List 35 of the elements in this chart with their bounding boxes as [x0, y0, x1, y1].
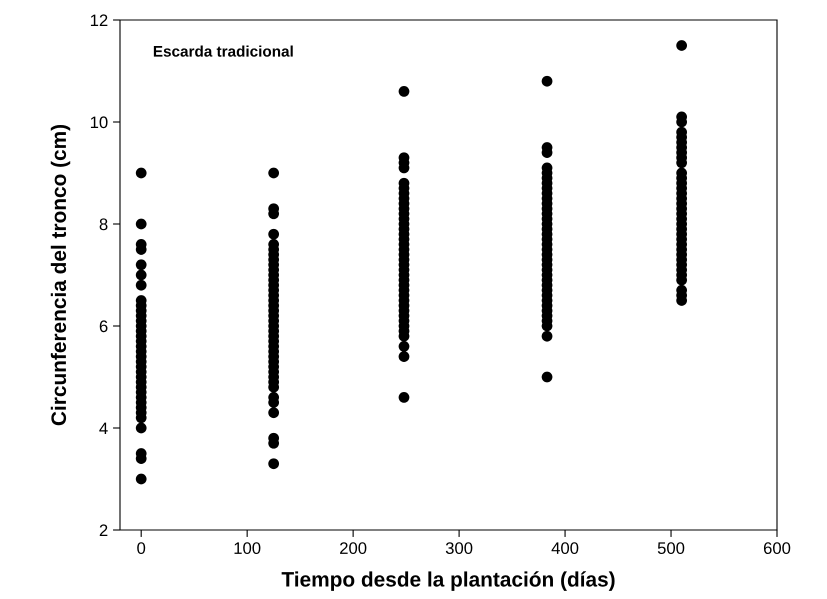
point [136, 474, 147, 484]
point [676, 40, 688, 51]
x-tick-label: 400 [552, 542, 578, 554]
point [268, 458, 280, 470]
y-tick-label: 8 [100, 218, 108, 230]
point [398, 351, 410, 362]
x-tick-label: 500 [658, 542, 684, 554]
point [542, 76, 552, 87]
point [268, 168, 280, 178]
point [268, 407, 280, 418]
point [542, 330, 552, 342]
y-tick-label: 2 [100, 524, 108, 536]
point [136, 422, 147, 434]
point [398, 86, 410, 97]
y-tick-label: 10 [90, 116, 108, 128]
point [542, 372, 552, 382]
point [136, 270, 147, 280]
point [136, 218, 147, 230]
point [136, 259, 147, 270]
point [136, 168, 147, 178]
x-tick-label: 0 [137, 542, 146, 554]
y-tick-label: 4 [99, 422, 108, 434]
y-tick-label: 6 [100, 320, 108, 332]
x-tick-label: 100 [234, 542, 260, 554]
x-axis-title: Tiempo desde la plantación (días) [282, 571, 615, 591]
y-axis-title: Circunferencia del tronco (cm) [50, 124, 70, 426]
point [398, 392, 410, 403]
y-tick-label: 12 [90, 14, 108, 26]
point [398, 341, 410, 352]
point [268, 228, 280, 240]
x-tick-label: 600 [764, 542, 790, 554]
annotation: Escarda tradicional [154, 46, 293, 57]
x-tick-label: 200 [340, 542, 366, 554]
point [136, 280, 147, 291]
x-tick-label: 300 [446, 542, 472, 554]
